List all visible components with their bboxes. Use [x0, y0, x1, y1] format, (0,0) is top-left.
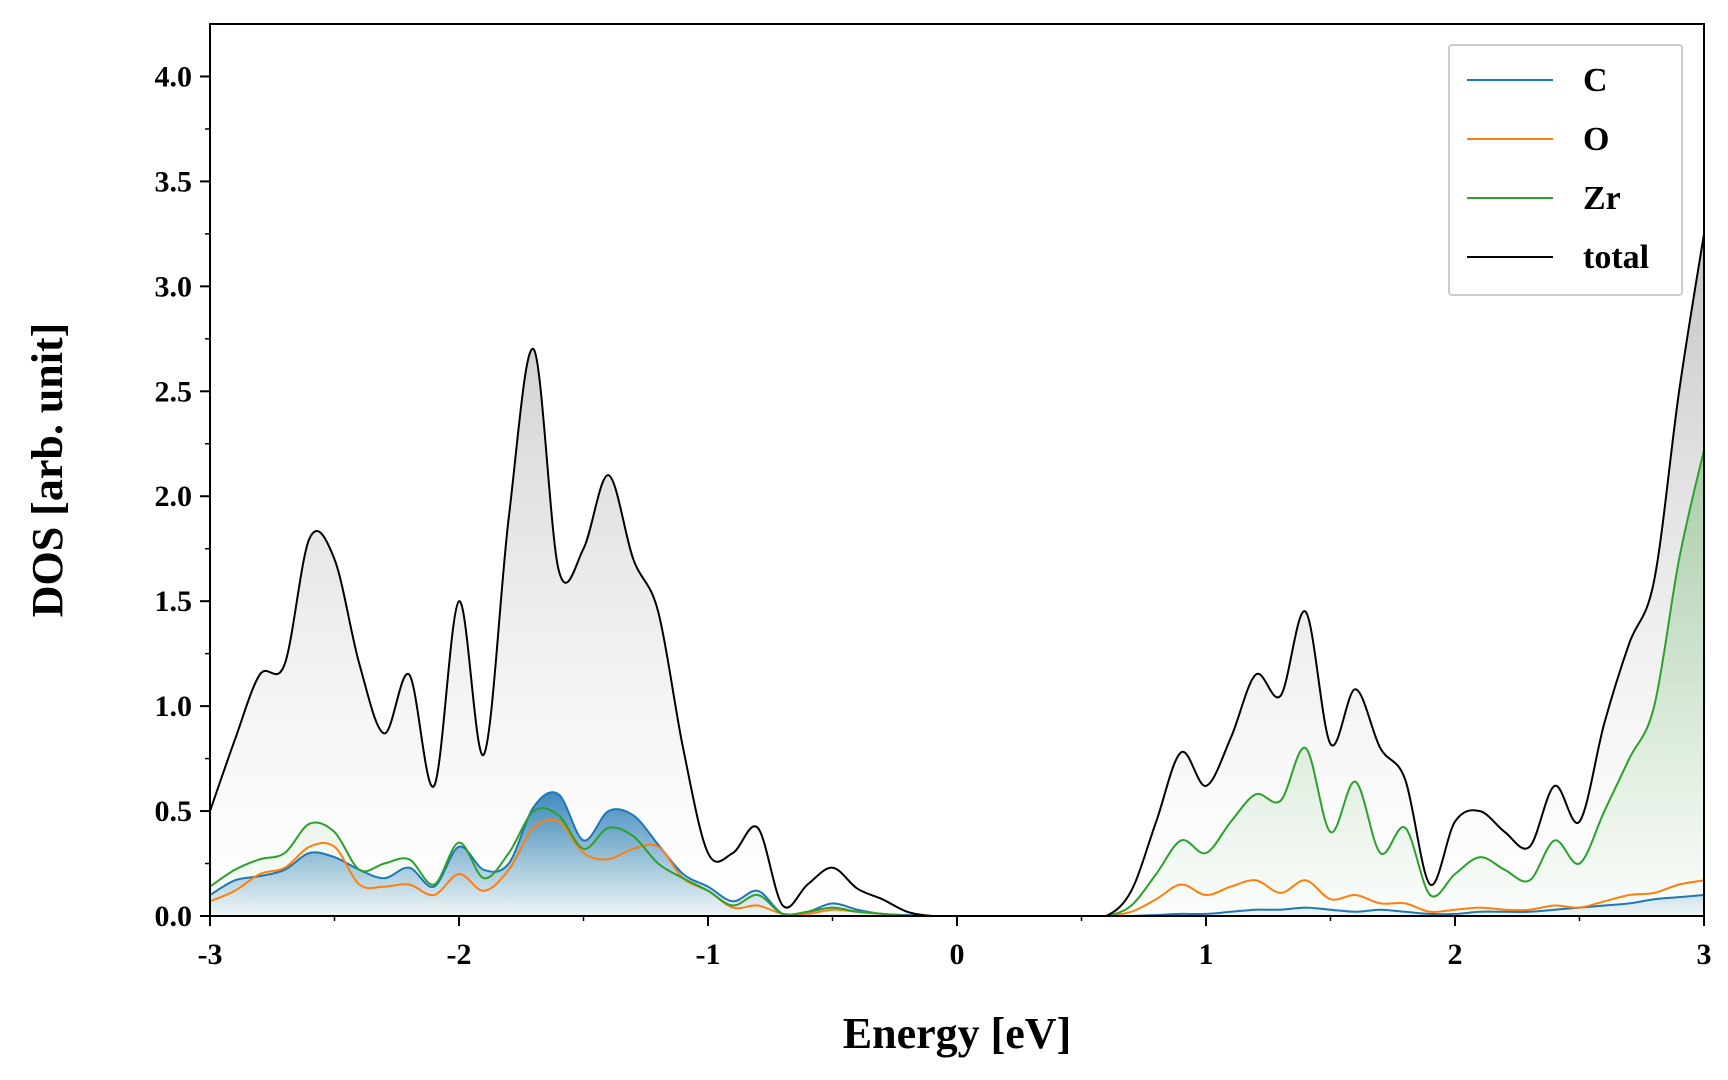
- series-line-total: [210, 233, 1704, 916]
- plot-area: [210, 233, 1704, 916]
- y-tick-label: 0.5: [155, 795, 193, 828]
- series-fill-total: [210, 233, 1704, 916]
- series-line-zr: [210, 449, 1704, 916]
- y-tick-label: 3.0: [155, 270, 193, 303]
- series-fill-c: [210, 792, 1704, 916]
- legend-label-total: total: [1583, 239, 1649, 276]
- y-tick-label: 0.0: [155, 900, 193, 933]
- y-tick-label: 1.5: [155, 585, 193, 618]
- x-tick-label: 1: [1199, 938, 1214, 971]
- legend-label-zr: Zr: [1583, 180, 1621, 217]
- x-tick-label: 2: [1448, 938, 1463, 971]
- y-tick-label: 1.0: [155, 690, 193, 723]
- x-tick-label: -2: [447, 938, 472, 971]
- y-tick-label: 3.5: [155, 165, 193, 198]
- y-tick-label: 2.5: [155, 375, 193, 408]
- series-line-c: [210, 791, 1704, 916]
- y-axis-label: DOS [arb. unit]: [23, 323, 72, 618]
- x-tick-label: 0: [950, 938, 965, 971]
- y-tick-label: 2.0: [155, 480, 193, 513]
- y-tick-label: 4.0: [155, 60, 193, 93]
- series-fill-zr: [210, 450, 1704, 916]
- y-axis: 0.0 0.5 1.0 1.5 2.0 2.5 3.0 3.5 4.0: [155, 60, 210, 933]
- x-tick-label: 3: [1697, 938, 1712, 971]
- x-axis-label: Energy [eV]: [843, 1009, 1072, 1058]
- x-axis: -3 -2 -1 0 1 2 3: [198, 916, 1712, 971]
- legend: CO Zr total: [1448, 44, 1683, 296]
- legend-label-o: O: [1583, 121, 1609, 158]
- series-line-o: [210, 818, 1704, 916]
- x-tick-label: -3: [198, 938, 223, 971]
- legend-label-c: C: [1583, 62, 1608, 99]
- legend-box: [1448, 44, 1683, 296]
- x-tick-label: -1: [696, 938, 721, 971]
